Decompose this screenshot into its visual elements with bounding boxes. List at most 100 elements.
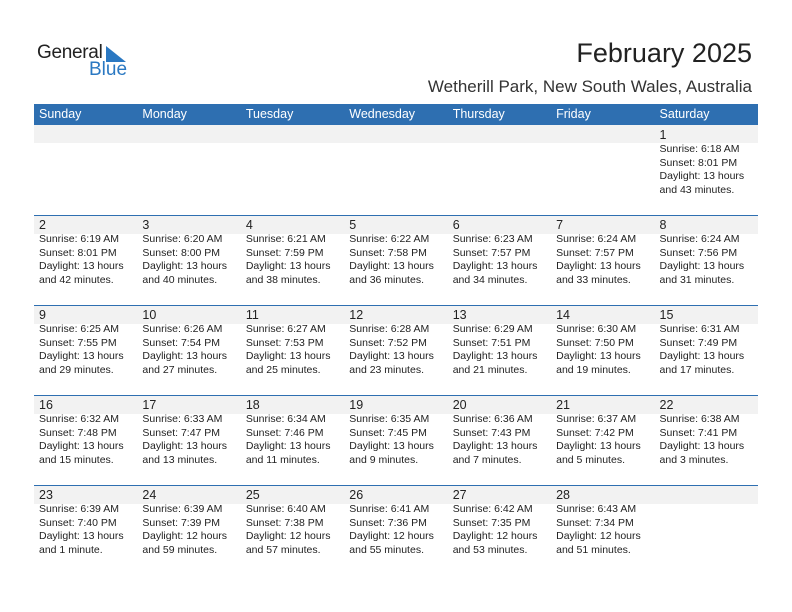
day-number: 27: [452, 488, 467, 502]
sunset-text: Sunset: 7:35 PM: [452, 516, 531, 529]
sunrise-text: Sunrise: 6:37 AM: [556, 413, 637, 425]
day-number: 8: [659, 218, 667, 232]
day-cell: 18 Sunrise: 6:34 AM Sunset: 7:46 PM Dayligh…: [241, 395, 344, 485]
day-number: 16: [39, 398, 53, 412]
logo: General Blue: [37, 42, 137, 82]
day-cell: 16 Sunrise: 6:32 AM Sunset: 7:48 PM Dayligh…: [34, 395, 137, 485]
date-strip: [34, 485, 758, 504]
sunset-text: Sunset: 7:56 PM: [659, 246, 738, 259]
week-row: 16 Sunrise: 6:32 AM Sunset: 7:48 PM Dayligh…: [34, 395, 758, 485]
daylight-text: Daylight: 13 hours: [349, 440, 434, 452]
day-cell: 10 Sunrise: 6:26 AM Sunset: 7:54 PM Dayligh…: [137, 305, 240, 395]
sunset-text: Sunset: 8:01 PM: [39, 246, 117, 259]
day-number: 1: [659, 128, 667, 142]
daylight-text: Daylight: 13 hours: [39, 530, 124, 542]
daylight-minutes-text: and 5 minutes.: [556, 453, 625, 466]
day-number: 6: [452, 218, 460, 232]
sunrise-text: Sunrise: 6:27 AM: [245, 323, 326, 335]
day-cell: 12 Sunrise: 6:28 AM Sunset: 7:52 PM Dayligh…: [344, 305, 447, 395]
sunrise-text: Sunrise: 6:21 AM: [245, 233, 326, 245]
daylight-text: Daylight: 12 hours: [349, 530, 434, 542]
sunset-text: Sunset: 7:47 PM: [142, 426, 221, 439]
daylight-text: Daylight: 13 hours: [142, 440, 228, 452]
weekday-thursday: Thursday: [452, 107, 505, 121]
day-number: 4: [245, 218, 253, 232]
weekday-tuesday: Tuesday: [245, 107, 294, 121]
daylight-minutes-text: and 34 minutes.: [452, 273, 528, 286]
sunset-text: Sunset: 7:43 PM: [452, 426, 531, 439]
sunrise-text: Sunrise: 6:23 AM: [452, 233, 533, 245]
day-number: 20: [452, 398, 467, 412]
day-cell: 11 Sunrise: 6:27 AM Sunset: 7:53 PM Dayligh…: [241, 305, 344, 395]
sunrise-text: Sunrise: 6:31 AM: [659, 323, 740, 335]
sunset-text: Sunset: 8:00 PM: [142, 246, 221, 259]
sunset-text: Sunset: 7:42 PM: [556, 426, 634, 439]
sunrise-text: Sunrise: 6:24 AM: [556, 233, 637, 245]
sunrise-text: Sunrise: 6:38 AM: [659, 413, 740, 425]
date-strip: [34, 215, 758, 234]
day-number: 22: [659, 398, 674, 412]
daylight-text: Daylight: 12 hours: [245, 530, 331, 542]
day-cell: 14 Sunrise: 6:30 AM Sunset: 7:50 PM Dayligh…: [551, 305, 654, 395]
daylight-text: Daylight: 12 hours: [452, 530, 538, 542]
day-cell: 27 Sunrise: 6:42 AM Sunset: 7:35 PM Dayligh…: [448, 485, 551, 575]
day-cell: 9 Sunrise: 6:25 AM Sunset: 7:55 PM Daylight…: [34, 305, 137, 395]
daylight-minutes-text: and 43 minutes.: [659, 183, 735, 196]
daylight-minutes-text: and 11 minutes.: [245, 453, 320, 466]
empty-cell: [344, 125, 447, 215]
daylight-minutes-text: and 29 minutes.: [39, 363, 114, 376]
sunset-text: Sunset: 7:46 PM: [245, 426, 324, 439]
empty-cell: [551, 125, 654, 215]
week-row: 9 Sunrise: 6:25 AM Sunset: 7:55 PM Daylight…: [34, 305, 758, 395]
day-cell: 2 Sunrise: 6:19 AM Sunset: 8:01 PM Daylight…: [34, 215, 137, 305]
daylight-text: Daylight: 13 hours: [245, 350, 331, 362]
day-cell: 4 Sunrise: 6:21 AM Sunset: 7:59 PM Daylight…: [241, 215, 344, 305]
daylight-minutes-text: and 25 minutes.: [245, 363, 321, 376]
daylight-text: Daylight: 13 hours: [245, 440, 331, 452]
sunrise-text: Sunrise: 6:35 AM: [349, 413, 430, 425]
weekday-header: Sunday Monday Tuesday Wednesday Thursday Frid…: [34, 104, 758, 125]
daylight-minutes-text: and 15 minutes.: [39, 453, 114, 466]
sunset-text: Sunset: 7:51 PM: [452, 336, 531, 349]
day-number: 18: [245, 398, 260, 412]
sunset-text: Sunset: 7:53 PM: [245, 336, 324, 349]
weekday-monday: Monday: [142, 107, 187, 121]
sunset-text: Sunset: 7:41 PM: [659, 426, 738, 439]
daylight-text: Daylight: 12 hours: [142, 530, 228, 542]
sunrise-text: Sunrise: 6:28 AM: [349, 323, 430, 335]
day-number: 7: [556, 218, 564, 232]
day-number: 26: [349, 488, 364, 502]
sunrise-text: Sunrise: 6:26 AM: [142, 323, 223, 335]
day-cell: 23 Sunrise: 6:39 AM Sunset: 7:40 PM Dayligh…: [34, 485, 137, 575]
day-cell: 22 Sunrise: 6:38 AM Sunset: 7:41 PM Dayligh…: [655, 395, 758, 485]
daylight-minutes-text: and 3 minutes.: [659, 453, 729, 466]
sunset-text: Sunset: 7:49 PM: [659, 336, 738, 349]
daylight-minutes-text: and 13 minutes.: [142, 453, 218, 466]
week-row: 1 Sunrise: 6:18 AM Sunset: 8:01 PM Daylight…: [34, 125, 758, 215]
day-number: 21: [556, 398, 571, 412]
sunrise-text: Sunrise: 6:18 AM: [659, 143, 740, 155]
day-number: 25: [245, 488, 260, 502]
sunrise-text: Sunrise: 6:25 AM: [39, 323, 119, 335]
empty-cell: [137, 125, 240, 215]
sunrise-text: Sunrise: 6:33 AM: [142, 413, 223, 425]
day-number: 19: [349, 398, 364, 412]
daylight-minutes-text: and 17 minutes.: [659, 363, 735, 376]
day-cell: 19 Sunrise: 6:35 AM Sunset: 7:45 PM Dayligh…: [344, 395, 447, 485]
day-number: 9: [39, 308, 46, 322]
weekday-wednesday: Wednesday: [349, 107, 416, 121]
sunrise-text: Sunrise: 6:42 AM: [452, 503, 533, 515]
sunset-text: Sunset: 7:50 PM: [556, 336, 634, 349]
daylight-minutes-text: and 1 minute.: [39, 543, 103, 556]
calendar: Sunday Monday Tuesday Wednesday Thursday Frid…: [34, 104, 758, 575]
sunrise-text: Sunrise: 6:36 AM: [452, 413, 533, 425]
day-cell: 6 Sunrise: 6:23 AM Sunset: 7:57 PM Daylight…: [448, 215, 551, 305]
daylight-minutes-text: and 40 minutes.: [142, 273, 218, 286]
daylight-minutes-text: and 55 minutes.: [349, 543, 424, 556]
day-number: 23: [39, 488, 53, 502]
sunrise-text: Sunrise: 6:43 AM: [556, 503, 637, 515]
week-row: 2 Sunrise: 6:19 AM Sunset: 8:01 PM Daylight…: [34, 215, 758, 305]
day-number: 17: [142, 398, 157, 412]
week-row: 23 Sunrise: 6:39 AM Sunset: 7:40 PM Dayligh…: [34, 485, 758, 575]
daylight-text: Daylight: 13 hours: [556, 260, 641, 272]
